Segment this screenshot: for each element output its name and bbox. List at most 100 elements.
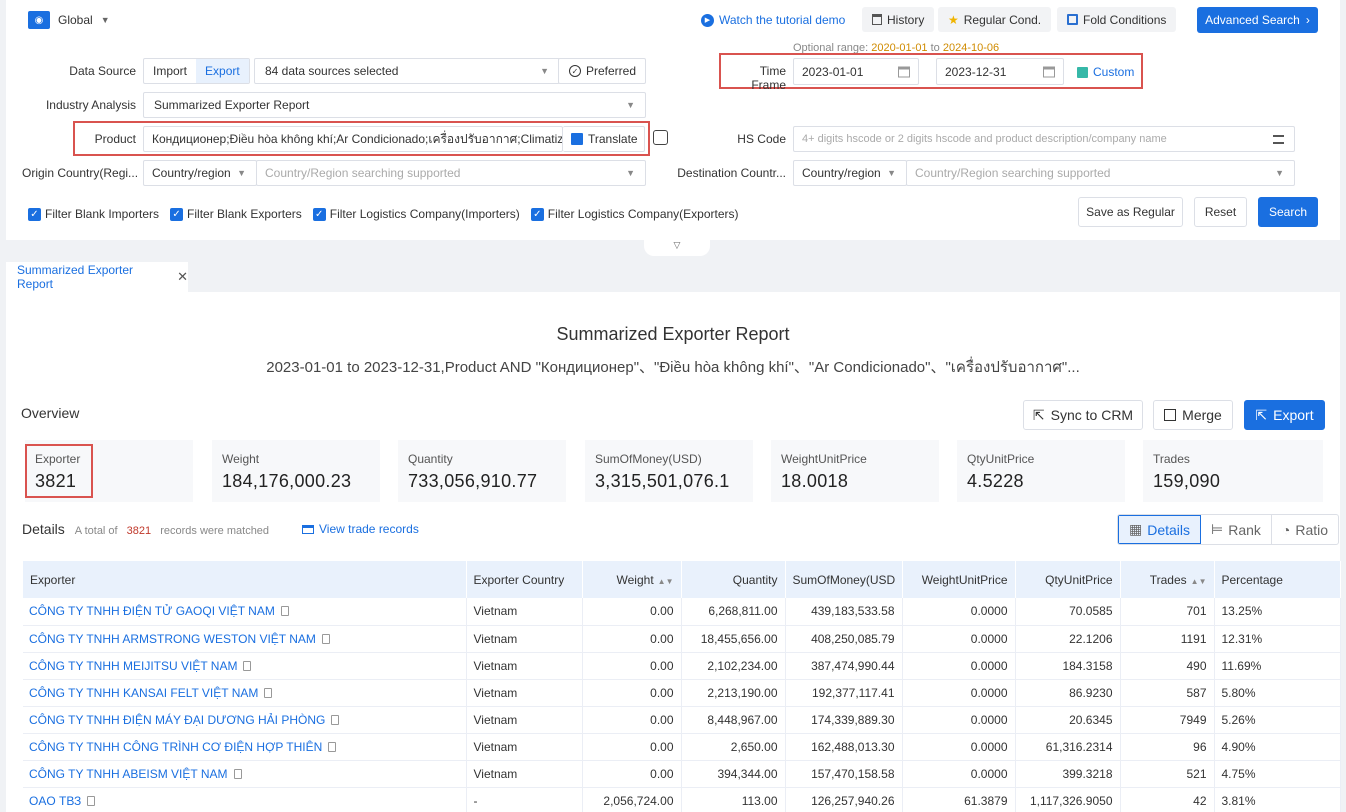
copy-icon[interactable]	[321, 633, 330, 644]
sync-to-crm-button[interactable]: ⇱ Sync to CRM	[1023, 400, 1143, 430]
stat-weight: Weight 184,176,000.23	[212, 440, 380, 502]
preferred-button[interactable]: ✓ Preferred	[558, 58, 646, 84]
col-exporter-country[interactable]: Exporter Country	[466, 561, 583, 598]
table-cell: 0.00	[582, 733, 682, 760]
list-icon[interactable]	[1273, 135, 1284, 144]
col-trades[interactable]: Trades ▲▼	[1120, 561, 1215, 598]
tab-label: Summarized Exporter Report	[17, 263, 134, 291]
exporter-link[interactable]: CÔNG TY TNHH ABEISM VIỆT NAM	[23, 760, 467, 787]
col-percentage[interactable]: Percentage	[1214, 561, 1341, 598]
table-cell: 0.0000	[902, 679, 1016, 706]
header-label: WeightUnitPrice	[921, 572, 1008, 587]
copy-icon[interactable]	[233, 768, 242, 779]
filter-blank-importers-checkbox[interactable]: ✓ Filter Blank Importers	[28, 207, 159, 221]
exporter-link[interactable]: CÔNG TY TNHH ĐIỆN TỬ GAOQI VIỆT NAM	[23, 598, 467, 625]
table-cell: 587	[1120, 679, 1215, 706]
table-cell: 0.0000	[902, 598, 1016, 625]
import-option[interactable]: Import	[153, 64, 188, 78]
start-date-input[interactable]: 2023-01-01	[793, 58, 919, 85]
merge-button[interactable]: Merge	[1153, 400, 1233, 430]
view-ratio-button[interactable]: ◔ Ratio	[1272, 515, 1338, 544]
exporter-link[interactable]: OAO ТВЗ	[23, 787, 467, 812]
copy-icon[interactable]	[87, 795, 96, 806]
table-cell: 0.00	[582, 760, 682, 787]
exporter-link[interactable]: CÔNG TY TNHH MEIJITSU VIỆT NAM	[23, 652, 467, 679]
search-button[interactable]: Search	[1258, 197, 1318, 227]
origin-country-type-select[interactable]: Country/region ▼	[143, 160, 257, 186]
filter-blank-exporters-checkbox[interactable]: ✓ Filter Blank Exporters	[170, 207, 302, 221]
table-cell: 701	[1120, 598, 1215, 625]
history-button[interactable]: History	[862, 7, 935, 32]
collapse-toggle[interactable]: ▽	[644, 240, 710, 256]
table-cell: 387,474,990.44	[785, 652, 903, 679]
reset-button[interactable]: Reset	[1194, 197, 1247, 227]
export-button[interactable]: ⇱ Export	[1244, 400, 1325, 430]
table-cell: Vietnam	[466, 679, 583, 706]
origin-country-label: Origin Country(Regi...	[22, 166, 139, 180]
advanced-search-button[interactable]: Advanced Search ›	[1197, 7, 1318, 33]
col-qty-unit-price[interactable]: QtyUnitPrice	[1015, 561, 1121, 598]
export-option[interactable]: Export	[196, 59, 249, 83]
optional-range-end: 2024-10-06	[942, 42, 1000, 54]
exporter-link[interactable]: CÔNG TY TNHH CÔNG TRÌNH CƠ ĐIỆN HỢP THIÊ…	[23, 733, 467, 760]
close-icon[interactable]: ✕	[177, 269, 188, 284]
industry-analysis-select[interactable]: Summarized Exporter Report ▼	[143, 92, 646, 118]
col-weight-unit-price[interactable]: WeightUnitPrice	[902, 561, 1016, 598]
translate-button[interactable]: Translate	[563, 126, 645, 152]
table-cell: 61.3879	[902, 787, 1016, 812]
copy-icon[interactable]	[264, 687, 273, 698]
custom-range-button[interactable]: Custom	[1077, 65, 1134, 79]
calendar-icon	[1043, 66, 1055, 77]
col-sum-of-money[interactable]: SumOfMoney(USD	[785, 561, 903, 598]
pie-icon: ◔	[1281, 521, 1291, 538]
view-label: Rank	[1228, 521, 1261, 538]
scope-selector[interactable]: ◉ Global ▼	[28, 11, 110, 29]
table-cell: 5.80%	[1214, 679, 1341, 706]
exporter-link[interactable]: CÔNG TY TNHH ĐIỆN MÁY ĐẠI DƯƠNG HẢI PHÒN…	[23, 706, 467, 733]
data-sources-select[interactable]: 84 data sources selected ▼	[254, 58, 560, 84]
hs-code-label: HS Code	[737, 132, 786, 146]
tab-summarized-exporter-report[interactable]: Summarized Exporter Report ✕	[6, 262, 188, 292]
tutorial-link[interactable]: ▶ Watch the tutorial demo	[701, 13, 845, 27]
exporter-link[interactable]: CÔNG TY TNHH KANSAI FELT VIỆT NAM	[23, 679, 467, 706]
exporter-link[interactable]: CÔNG TY TNHH ARMSTRONG WESTON VIỆT NAM	[23, 625, 467, 652]
end-date-input[interactable]: 2023-12-31	[936, 58, 1064, 85]
regular-cond-button[interactable]: ★ Regular Cond.	[938, 7, 1052, 32]
save-as-regular-button[interactable]: Save as Regular	[1078, 197, 1183, 227]
view-rank-button[interactable]: ⊨ Rank	[1201, 515, 1272, 544]
hs-code-input[interactable]: 4+ digits hscode or 2 digits hscode and …	[793, 126, 1295, 152]
sort-icon[interactable]: ▲▼	[657, 576, 674, 586]
fold-conditions-button[interactable]: Fold Conditions	[1057, 7, 1177, 32]
stat-label: WeightUnitPrice	[781, 452, 867, 466]
copy-icon[interactable]	[328, 741, 337, 752]
table-row: CÔNG TY TNHH ARMSTRONG WESTON VIỆT NAM Vi…	[23, 625, 1341, 652]
table-cell: 86.9230	[1015, 679, 1121, 706]
fold-icon	[1067, 14, 1078, 25]
col-exporter[interactable]: Exporter	[23, 561, 467, 598]
table-cell: 394,344.00	[681, 760, 786, 787]
destination-country-type-select[interactable]: Country/region ▼	[793, 160, 907, 186]
view-details-button[interactable]: ▦ Details	[1118, 515, 1202, 544]
destination-country-input[interactable]: Country/Region searching supported ▼	[906, 160, 1295, 186]
optional-range-prefix: Optional range:	[793, 42, 869, 54]
product-list-icon[interactable]	[653, 130, 668, 145]
col-quantity[interactable]: Quantity	[681, 561, 786, 598]
details-heading: Details A total of 3821 records were mat…	[22, 521, 269, 537]
copy-icon[interactable]	[280, 606, 289, 617]
copy-icon[interactable]	[243, 660, 252, 671]
product-input[interactable]: Кондиционер;Điều hòa không khí;Ar Condic…	[143, 126, 563, 152]
table-cell: 7949	[1120, 706, 1215, 733]
header-label: Weight	[616, 572, 654, 587]
sort-icon[interactable]: ▲▼	[1190, 576, 1207, 586]
exporter-name: CÔNG TY TNHH KANSAI FELT VIỆT NAM	[29, 685, 259, 700]
filter-logistics-exporters-checkbox[interactable]: ✓ Filter Logistics Company(Exporters)	[530, 207, 739, 221]
copy-icon[interactable]	[331, 714, 340, 725]
stat-value: 3,315,501,076.1	[595, 471, 730, 491]
origin-country-input[interactable]: Country/Region searching supported ▼	[256, 160, 646, 186]
table-cell: 162,488,013.30	[785, 733, 903, 760]
table-cell: 192,377,117.41	[785, 679, 903, 706]
view-trade-records-link[interactable]: View trade records	[302, 522, 419, 536]
filter-logistics-importers-checkbox[interactable]: ✓ Filter Logistics Company(Importers)	[312, 207, 520, 221]
col-weight[interactable]: Weight ▲▼	[582, 561, 682, 598]
chevron-down-icon: ▽	[673, 240, 681, 250]
